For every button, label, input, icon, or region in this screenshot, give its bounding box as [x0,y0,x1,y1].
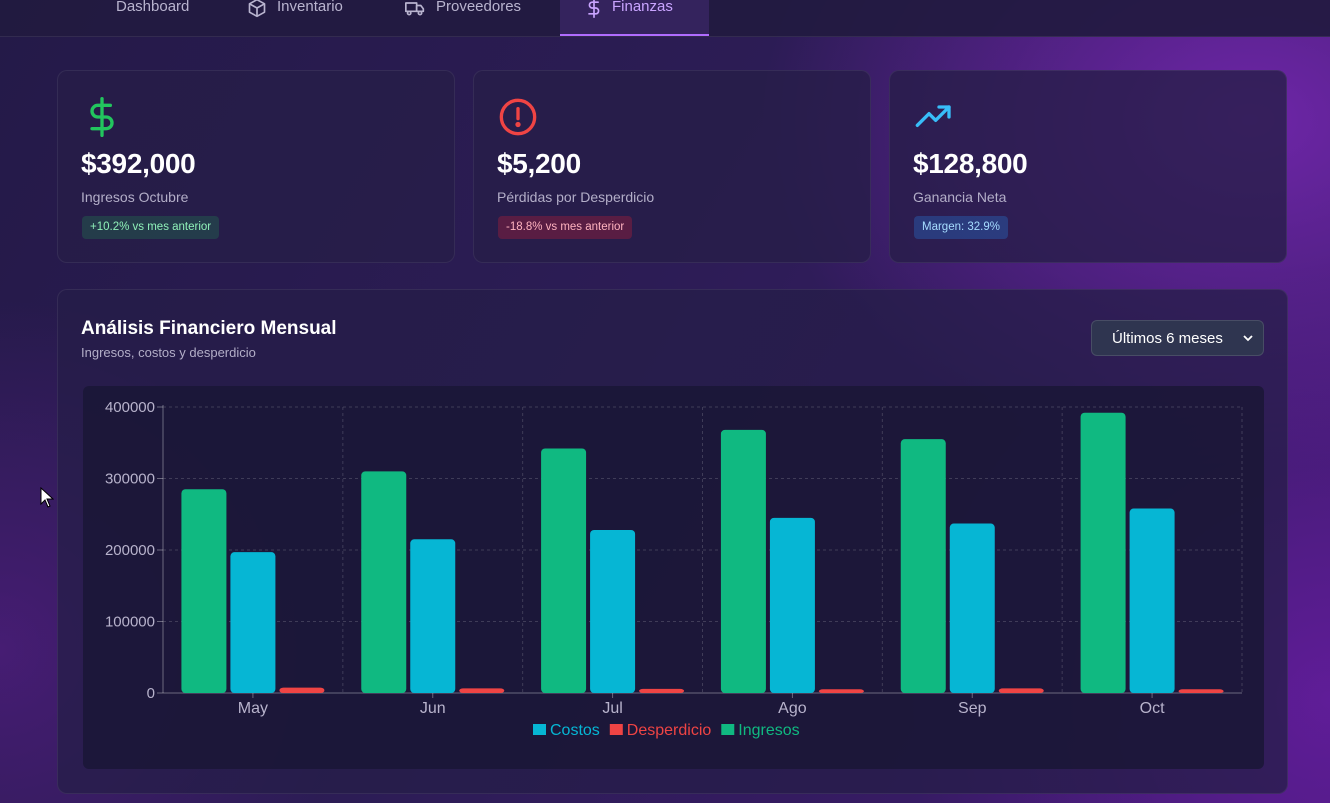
bar-costos-ago [769,517,815,693]
tab-dashboard-label: Dashboard [116,0,190,15]
bar-desperdicio-may [279,687,325,693]
bar-costos-oct [1129,508,1175,693]
active-tab-indicator [560,34,709,36]
y-tick-label: 100000 [105,614,155,631]
bar-desperdicio-ago [818,689,864,693]
x-tick-label: Ago [778,700,807,717]
bar-ingresos-oct [1080,412,1126,693]
legend-label-ingresos: Ingresos [738,722,799,739]
x-tick-label: Jun [420,700,446,717]
bar-costos-may [230,552,276,693]
range-select-value: Últimos 6 meses [1112,329,1223,347]
chevron-down-icon [1243,335,1253,342]
tab-finanzas-label: Finanzas [612,0,673,15]
alert-circle-icon [498,97,538,142]
stat-value: $5,200 [497,148,581,179]
stat-card-ingresos: $392,000 Ingresos Octubre +10.2% vs mes … [57,70,455,263]
y-tick-label: 200000 [105,542,155,559]
top-navigation: Dashboard Inventario Proveedores Finanza… [0,0,1330,37]
panel-title: Análisis Financiero Mensual [81,318,337,339]
stat-label: Ingresos Octubre [81,189,189,205]
trending-up-icon [914,97,954,142]
x-tick-label: May [238,700,268,717]
legend-swatch-desperdicio [609,724,623,735]
bar-desperdicio-oct [1178,689,1224,693]
bar-desperdicio-jul [639,688,685,693]
stat-card-perdidas: $5,200 Pérdidas por Desperdicio -18.8% v… [473,70,871,263]
legend-swatch-costos [533,724,546,735]
stat-trend-badge: +10.2% vs mes anterior [82,216,220,239]
stat-trend-badge: -18.8% vs mes anterior [498,216,633,239]
x-tick-label: Sep [958,700,987,717]
legend-label-costos: Costos [550,722,600,739]
stat-margin-badge: Margen: 32.9% [914,216,1008,239]
truck-icon [405,2,425,16]
tab-proveedores[interactable]: Proveedores [404,0,521,36]
bar-chart: 0 100000 200000 300000 400000 May Jun Jul Ago Sep… [105,399,1243,739]
mouse-cursor-icon [40,487,54,508]
dollar-icon [588,0,600,18]
tab-finanzas[interactable]: Finanzas [586,0,673,36]
stat-label: Pérdidas por Desperdicio [497,189,655,205]
dollar-icon [82,97,122,142]
tab-proveedores-label: Proveedores [436,0,522,15]
bar-ingresos-jun [361,471,407,693]
bar-costos-jul [590,529,636,693]
stat-value: $392,000 [81,148,196,179]
box-icon [248,0,266,18]
tab-inventario-label: Inventario [277,0,343,15]
stat-label: Ganancia Neta [913,189,1007,205]
bar-costos-sep [949,523,995,693]
y-tick-label: 400000 [105,399,155,416]
bar-ingresos-may [181,489,227,693]
bar-costos-jun [410,539,456,693]
y-tick-label: 0 [147,685,155,702]
stat-card-ganancia: $128,800 Ganancia Neta Margen: 32.9% [889,70,1287,263]
y-tick-label: 300000 [105,471,155,488]
bar-desperdicio-sep [998,688,1044,693]
chart-container: 0 100000 200000 300000 400000 May Jun Jul Ago Sep… [83,386,1264,769]
legend-swatch-ingresos [721,724,735,735]
panel-subtitle: Ingresos, costos y desperdicio [81,345,256,360]
legend-label-desperdicio: Desperdicio [627,722,712,739]
x-tick-label: Jul [602,700,622,717]
stat-value: $128,800 [913,148,1028,179]
tab-dashboard[interactable]: Dashboard [116,0,189,36]
active-tab-background [560,0,709,36]
financial-analysis-panel: Análisis Financiero Mensual Ingresos, co… [57,289,1288,794]
tab-inventario[interactable]: Inventario [247,0,343,36]
bar-ingresos-jul [541,448,587,693]
bar-desperdicio-jun [459,688,505,693]
bar-ingresos-sep [900,439,946,693]
range-select[interactable]: Últimos 6 meses [1091,320,1264,356]
x-tick-label: Oct [1140,700,1165,717]
bar-ingresos-ago [720,429,766,693]
